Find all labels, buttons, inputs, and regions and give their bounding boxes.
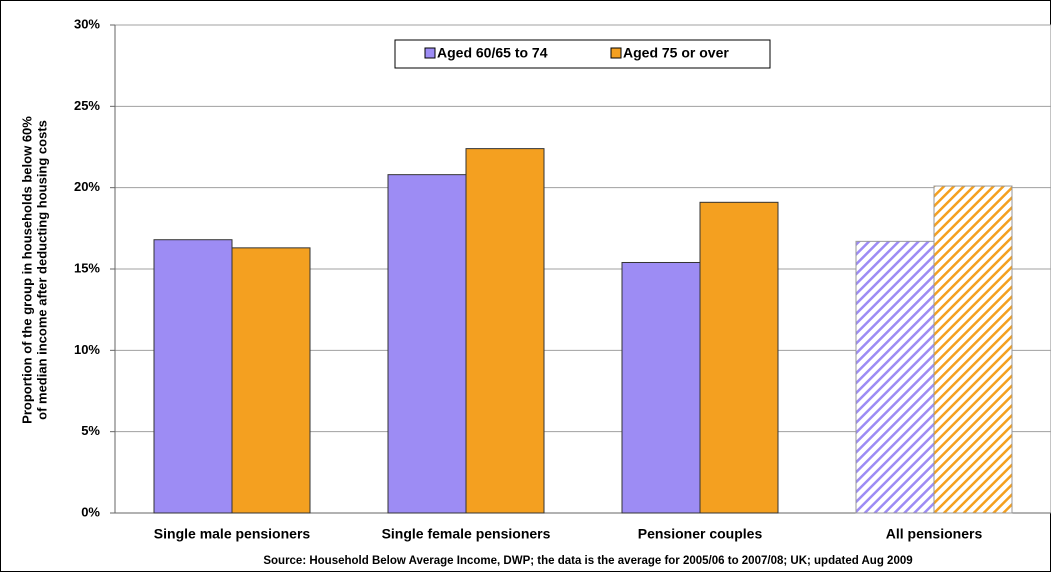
legend-label: Aged 60/65 to 74: [437, 45, 548, 61]
bar: [231, 247, 311, 514]
y-tick-label: 30%: [74, 16, 100, 31]
x-tick-label: All pensioners: [886, 526, 983, 542]
y-tick-label: 10%: [74, 342, 100, 357]
legend: Aged 60/65 to 74 Aged 75 or over: [394, 39, 771, 69]
x-tick-label: Single female pensioners: [382, 526, 551, 542]
y-tick-label: 15%: [74, 260, 100, 275]
legend-box: [394, 39, 771, 69]
bar: [855, 240, 935, 514]
x-tick-label: Pensioner couples: [638, 526, 763, 542]
y-label-line: of median income after deducting housing…: [34, 120, 49, 420]
bar: [153, 239, 233, 514]
bar: [699, 201, 779, 514]
x-tick-label: Single male pensioners: [154, 526, 311, 542]
legend-label: Aged 75 or over: [623, 45, 729, 61]
source-note: Source: Household Below Average Income, …: [263, 555, 912, 567]
bar: [621, 261, 701, 514]
legend-swatch: [424, 47, 436, 59]
y-tick-label: 0%: [81, 504, 100, 519]
bar: [465, 148, 545, 514]
y-label-line: Proportion of the group in households be…: [19, 116, 34, 424]
y-tick-label: 20%: [74, 179, 100, 194]
y-axis-title: Proportion of the group in households be…: [19, 116, 49, 424]
bar: [387, 174, 467, 514]
bar: [933, 185, 1013, 514]
y-tick-label: 25%: [74, 98, 100, 113]
legend-swatch: [610, 47, 622, 59]
y-tick-label: 5%: [81, 423, 100, 438]
